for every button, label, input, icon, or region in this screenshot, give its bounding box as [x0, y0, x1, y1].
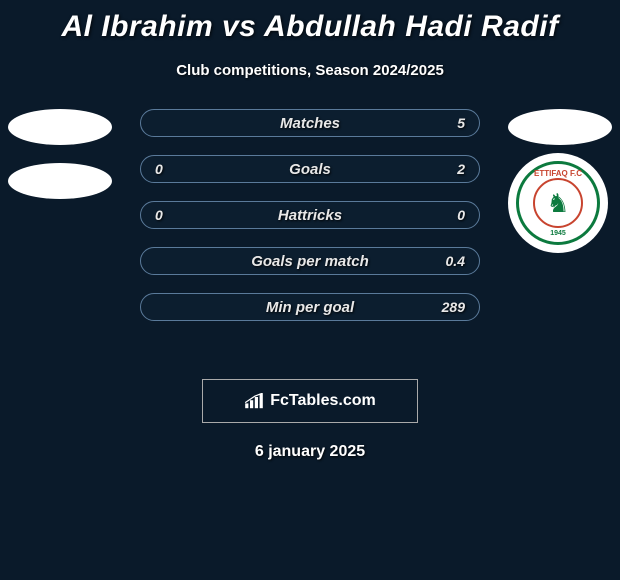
stat-value-right: 0.4 [435, 253, 465, 269]
comparison-area: ETTIFAQ F.C ♞ 1945 Matches 5 0 Goals 2 0… [0, 109, 620, 359]
stat-value-right: 0 [435, 207, 465, 223]
club-badge-ring: ETTIFAQ F.C ♞ 1945 [516, 161, 600, 245]
stat-row-min-per-goal: Min per goal 289 [140, 293, 480, 321]
stat-value-right: 2 [435, 161, 465, 177]
player-right-avatar [508, 109, 612, 145]
stat-label: Matches [280, 115, 340, 132]
stat-value-left: 0 [155, 207, 185, 223]
club-badge: ETTIFAQ F.C ♞ 1945 [508, 153, 608, 253]
stat-row-goals-per-match: Goals per match 0.4 [140, 247, 480, 275]
stat-row-goals: 0 Goals 2 [140, 155, 480, 183]
bar-chart-icon [244, 393, 264, 409]
player-left-avatar-2 [8, 163, 112, 199]
stat-value-right: 289 [435, 299, 465, 315]
stat-row-hattricks: 0 Hattricks 0 [140, 201, 480, 229]
club-badge-bottom-text: 1945 [550, 230, 566, 237]
stat-label: Goals [289, 161, 331, 178]
stat-value-right: 5 [435, 115, 465, 131]
player-left-avatar-1 [8, 109, 112, 145]
stats-column: Matches 5 0 Goals 2 0 Hattricks 0 Goals … [140, 109, 480, 321]
brand-box: FcTables.com [202, 379, 418, 423]
subtitle: Club competitions, Season 2024/2025 [0, 62, 620, 79]
club-badge-top-text: ETTIFAQ F.C [534, 169, 582, 178]
left-player-avatars [8, 109, 112, 199]
right-player-avatars: ETTIFAQ F.C ♞ 1945 [508, 109, 612, 253]
stat-label: Min per goal [266, 299, 354, 316]
club-badge-horse-icon: ♞ [533, 178, 583, 228]
stat-value-left: 0 [155, 161, 185, 177]
brand-text: FcTables.com [270, 392, 376, 410]
page-title: Al Ibrahim vs Abdullah Hadi Radif [0, 0, 620, 44]
stat-row-matches: Matches 5 [140, 109, 480, 137]
stat-label: Hattricks [278, 207, 342, 224]
stat-label: Goals per match [251, 253, 369, 270]
date-text: 6 january 2025 [0, 443, 620, 461]
